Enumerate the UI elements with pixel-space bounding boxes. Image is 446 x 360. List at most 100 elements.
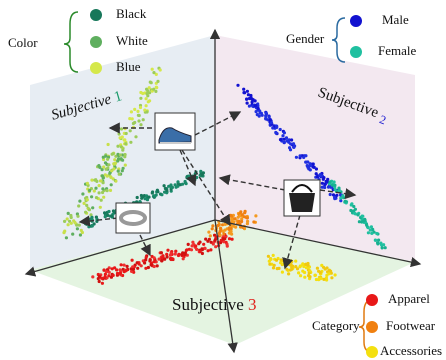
- point: [274, 131, 278, 135]
- point: [161, 255, 165, 259]
- point: [219, 226, 223, 230]
- point: [166, 248, 170, 252]
- point: [101, 190, 105, 195]
- point: [207, 230, 211, 234]
- point: [144, 255, 148, 259]
- point: [124, 142, 128, 146]
- point: [315, 266, 319, 270]
- point: [333, 187, 337, 192]
- point: [90, 178, 94, 182]
- point: [145, 110, 149, 114]
- point: [135, 195, 139, 200]
- point: [240, 219, 244, 224]
- point: [222, 232, 226, 236]
- point: [380, 246, 384, 250]
- point: [337, 189, 341, 193]
- point: [148, 80, 152, 84]
- point: [131, 265, 135, 269]
- point: [330, 183, 334, 187]
- point: [203, 246, 207, 251]
- point: [198, 240, 202, 244]
- point: [110, 169, 114, 173]
- point: [281, 134, 285, 138]
- floor: [30, 220, 415, 345]
- legend-label: White: [116, 33, 148, 48]
- point: [71, 232, 75, 236]
- point: [242, 87, 246, 91]
- point: [245, 101, 249, 105]
- point: [66, 211, 70, 215]
- point: [106, 166, 110, 170]
- point: [268, 262, 272, 266]
- point: [308, 162, 312, 166]
- point: [223, 228, 227, 232]
- arrow: [78, 215, 119, 227]
- point: [119, 145, 123, 149]
- point: [152, 260, 156, 264]
- point: [234, 225, 238, 229]
- point: [123, 138, 127, 142]
- point: [125, 264, 129, 268]
- category-legend: Category Apparel Footwear Accessories: [312, 291, 442, 358]
- point: [156, 190, 160, 194]
- point: [247, 104, 251, 108]
- point: [87, 225, 91, 229]
- point: [217, 231, 221, 235]
- bracelet-image: [115, 202, 151, 234]
- point: [78, 233, 82, 237]
- point: [156, 79, 160, 83]
- point: [337, 186, 341, 190]
- point: [87, 208, 91, 212]
- point: [152, 264, 156, 269]
- point: [254, 110, 258, 114]
- color-legend: Color Black White Blue: [8, 6, 148, 74]
- left-wall: [30, 35, 215, 270]
- point: [365, 223, 369, 227]
- point: [210, 227, 214, 231]
- point: [77, 223, 81, 227]
- point: [308, 275, 312, 279]
- point: [373, 238, 378, 242]
- point: [143, 197, 147, 201]
- point: [82, 201, 86, 205]
- point: [113, 266, 117, 270]
- point: [64, 236, 68, 240]
- point: [158, 68, 162, 72]
- point: [200, 251, 204, 256]
- point: [146, 265, 150, 270]
- point: [90, 224, 94, 228]
- point: [277, 266, 281, 270]
- point: [209, 240, 213, 244]
- point: [325, 278, 329, 282]
- point: [91, 206, 95, 210]
- point: [109, 175, 113, 179]
- point: [152, 87, 156, 91]
- point: [298, 264, 302, 268]
- point: [320, 181, 324, 185]
- point: [104, 154, 108, 158]
- gender-legend: Gender Male Female: [286, 12, 416, 63]
- point: [113, 158, 117, 162]
- point: [152, 256, 156, 260]
- point: [115, 271, 120, 275]
- point: [198, 250, 202, 254]
- point: [290, 138, 294, 142]
- point: [138, 105, 143, 110]
- point: [267, 115, 271, 119]
- point: [333, 273, 337, 277]
- point: [122, 263, 126, 267]
- point: [339, 199, 343, 203]
- point: [123, 163, 127, 167]
- point: [314, 277, 318, 282]
- point: [332, 180, 336, 184]
- point: [189, 248, 194, 252]
- point: [304, 266, 309, 270]
- point: [200, 248, 204, 252]
- legend-title: Gender: [286, 31, 325, 46]
- point: [243, 215, 247, 219]
- point: [278, 138, 283, 142]
- point: [101, 155, 105, 159]
- point: [103, 275, 107, 279]
- point: [69, 215, 73, 220]
- point: [106, 157, 110, 161]
